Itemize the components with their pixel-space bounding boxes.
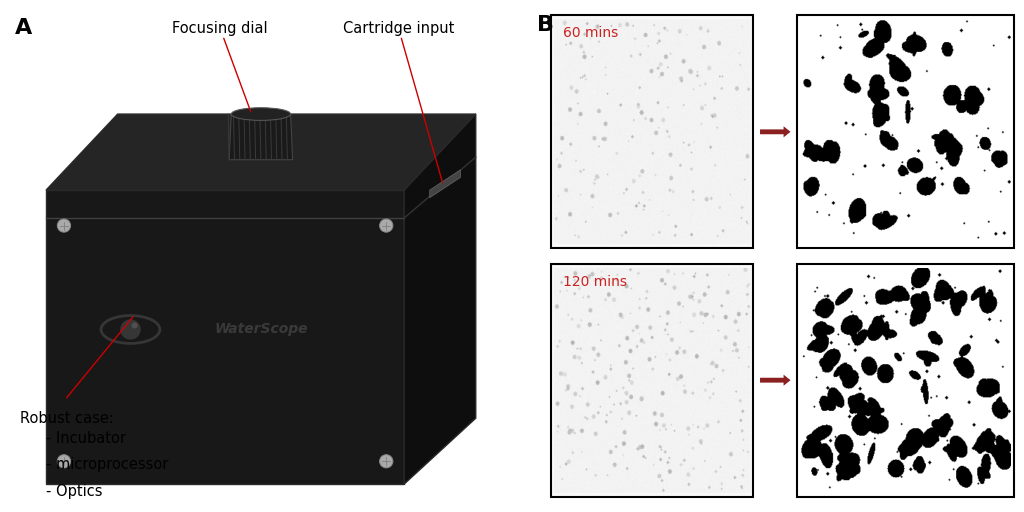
Text: Cartridge input: Cartridge input <box>343 20 454 182</box>
Text: - Optics: - Optics <box>46 484 102 499</box>
Polygon shape <box>46 190 404 484</box>
Circle shape <box>57 219 71 232</box>
Text: 120 mins: 120 mins <box>563 275 628 289</box>
Text: - Incubator: - Incubator <box>46 431 126 446</box>
Polygon shape <box>404 114 476 484</box>
Circle shape <box>120 319 140 339</box>
Circle shape <box>380 219 393 232</box>
Text: B: B <box>537 15 554 35</box>
Bar <box>798 15 1014 248</box>
Text: - microprocessor: - microprocessor <box>46 457 168 472</box>
Text: A: A <box>15 18 33 38</box>
Text: 60 mins: 60 mins <box>563 27 618 40</box>
Circle shape <box>57 455 71 468</box>
Text: WaterScope: WaterScope <box>214 323 307 336</box>
Circle shape <box>131 323 137 329</box>
Text: Focusing dial: Focusing dial <box>172 20 268 112</box>
Bar <box>551 15 754 248</box>
Polygon shape <box>430 170 461 198</box>
Circle shape <box>380 455 393 468</box>
Polygon shape <box>229 114 293 160</box>
Bar <box>798 264 1014 497</box>
Polygon shape <box>46 114 476 190</box>
Ellipse shape <box>231 108 291 120</box>
Bar <box>551 264 754 497</box>
Text: Robust case:: Robust case: <box>20 411 115 425</box>
